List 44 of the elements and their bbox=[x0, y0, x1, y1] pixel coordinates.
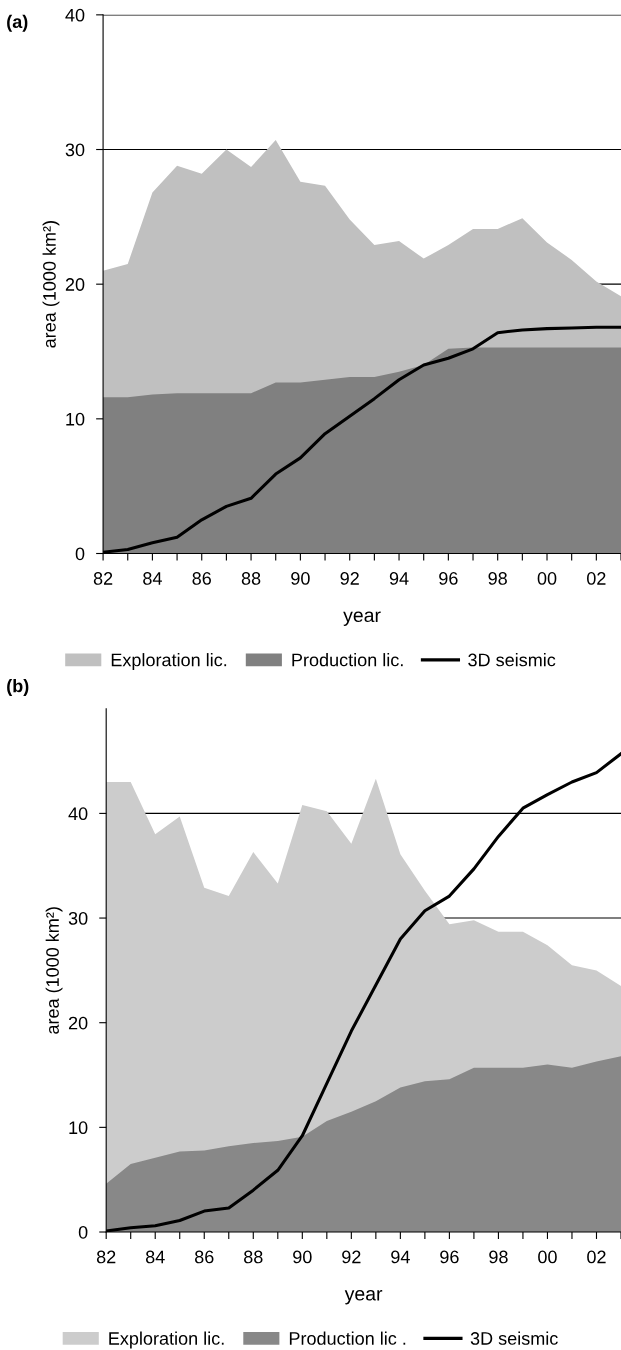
x-tick-label: 82 bbox=[96, 1250, 116, 1264]
x-tick-label: 98 bbox=[488, 572, 507, 585]
y-tick-label: 0 bbox=[78, 1225, 88, 1239]
x-tick-label: 86 bbox=[194, 1250, 214, 1264]
legend-label: Production lic . bbox=[289, 1331, 406, 1345]
y-tick-label: 20 bbox=[65, 278, 85, 291]
x-axis-title: year bbox=[343, 611, 381, 626]
x-tick-label: 84 bbox=[145, 1250, 165, 1264]
x-tick-label: 84 bbox=[143, 572, 162, 585]
x-tick-label: 96 bbox=[439, 572, 458, 585]
x-tick-label: 92 bbox=[340, 572, 359, 585]
legend-label: 3D seismic bbox=[468, 653, 556, 667]
y-tick-label: 20 bbox=[68, 1016, 88, 1030]
x-tick-label: 98 bbox=[489, 1250, 508, 1264]
x-tick-label: 90 bbox=[293, 1250, 312, 1264]
x-axis-title: year bbox=[344, 1289, 383, 1305]
legend-label: 3D seismic bbox=[470, 1331, 558, 1345]
x-tick-label: 96 bbox=[440, 1250, 459, 1264]
x-tick-label: 94 bbox=[389, 572, 409, 585]
y-tick-label: 40 bbox=[68, 807, 88, 821]
chart-title: (a) bbox=[7, 14, 28, 32]
y-axis-title: area (1000 km²) bbox=[42, 221, 60, 348]
x-tick-label: 92 bbox=[342, 1250, 361, 1264]
x-tick-label: 82 bbox=[93, 572, 113, 585]
y-tick-label: 30 bbox=[68, 911, 88, 925]
x-tick-label: 86 bbox=[192, 572, 211, 585]
x-tick-label: 00 bbox=[538, 1250, 557, 1264]
x-tick-label: 02 bbox=[587, 572, 606, 585]
y-tick-label: 40 bbox=[65, 8, 85, 22]
y-tick-label: 30 bbox=[65, 143, 85, 157]
x-tick-label: 88 bbox=[244, 1250, 263, 1264]
y-tick-label: 0 bbox=[75, 547, 85, 561]
x-tick-label: 02 bbox=[587, 1250, 606, 1264]
x-tick-label: 94 bbox=[391, 1250, 410, 1264]
legend-label: Exploration lic. bbox=[109, 1331, 224, 1349]
y-tick-label: 10 bbox=[66, 412, 85, 426]
y-axis-title: area (1000 km²) bbox=[45, 907, 63, 1034]
x-tick-label: 90 bbox=[291, 572, 310, 585]
chart-title: (b) bbox=[7, 679, 29, 696]
legend-label: Production lic. bbox=[292, 653, 403, 667]
y-tick-label: 10 bbox=[69, 1121, 88, 1135]
x-tick-label: 88 bbox=[241, 572, 261, 585]
x-tick-label: 00 bbox=[537, 572, 557, 585]
legend-label: Exploration lic. bbox=[111, 653, 227, 670]
